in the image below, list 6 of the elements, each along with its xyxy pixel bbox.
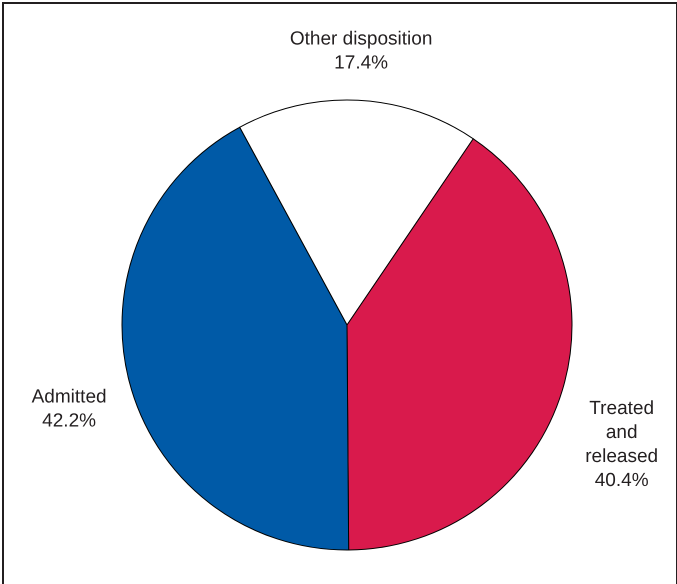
data-label: 17.4% bbox=[334, 52, 388, 74]
data-label: 42.2% bbox=[42, 410, 96, 432]
slice-label: Treated and released bbox=[585, 398, 658, 468]
data-label: 40.4% bbox=[594, 470, 649, 492]
slice-label: Other disposition bbox=[290, 28, 432, 50]
slice-label: Admitted bbox=[32, 386, 107, 408]
